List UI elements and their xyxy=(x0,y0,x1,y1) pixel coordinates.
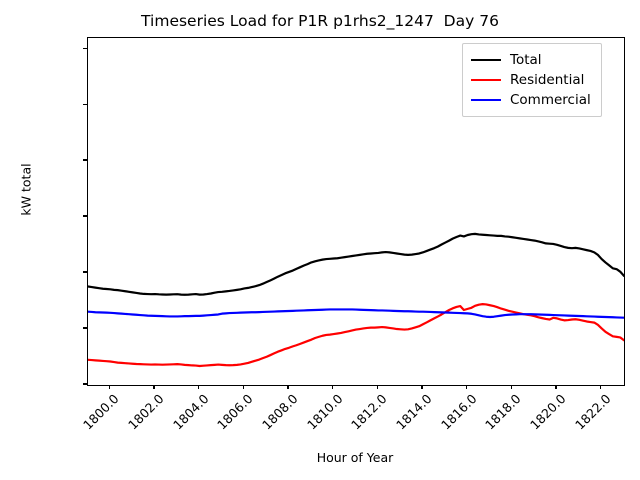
page-title: Timeseries Load for P1R p1rhs2_1247 Day … xyxy=(141,12,499,30)
x-axis-tick-label: 1806.0 xyxy=(214,391,256,433)
x-axis-tick-label: 1812.0 xyxy=(348,391,390,433)
legend-line-swatch xyxy=(471,99,501,101)
x-axis-tick-label: 1822.0 xyxy=(571,391,614,433)
y-axis-label: kW total xyxy=(18,163,34,216)
x-axis-tick-label: 1804.0 xyxy=(169,391,212,433)
legend-line-swatch xyxy=(471,79,501,81)
x-axis-tick-label: 1800.0 xyxy=(80,391,122,433)
legend-item-commercial[interactable]: Commercial xyxy=(471,90,591,110)
legend-label: Total xyxy=(510,52,542,68)
x-axis-tick-label: 1816.0 xyxy=(437,391,480,433)
line-series-total xyxy=(88,232,624,296)
x-axis-tick-label: 1802.0 xyxy=(125,391,167,433)
x-axis-tick-label: 1808.0 xyxy=(259,391,301,433)
x-axis-label: Hour of Year xyxy=(316,450,394,465)
legend-label: Residential xyxy=(510,72,585,88)
plot-lines xyxy=(88,232,624,368)
x-axis-tick-label: 1814.0 xyxy=(393,391,435,433)
legend-item-residential[interactable]: Residential xyxy=(471,70,591,90)
x-axis-tick-label: 1820.0 xyxy=(527,391,569,433)
x-axis-tick-label: 1818.0 xyxy=(482,391,524,433)
line-series-commercial xyxy=(88,308,624,319)
legend-item-total[interactable]: Total xyxy=(471,50,591,70)
x-axis-tick-label: 1810.0 xyxy=(303,391,346,433)
legend-label: Commercial xyxy=(510,92,591,108)
line-series-residential xyxy=(88,303,624,368)
legend-line-swatch xyxy=(471,59,501,61)
chart-legend: Total Residential Commercial xyxy=(462,43,602,117)
